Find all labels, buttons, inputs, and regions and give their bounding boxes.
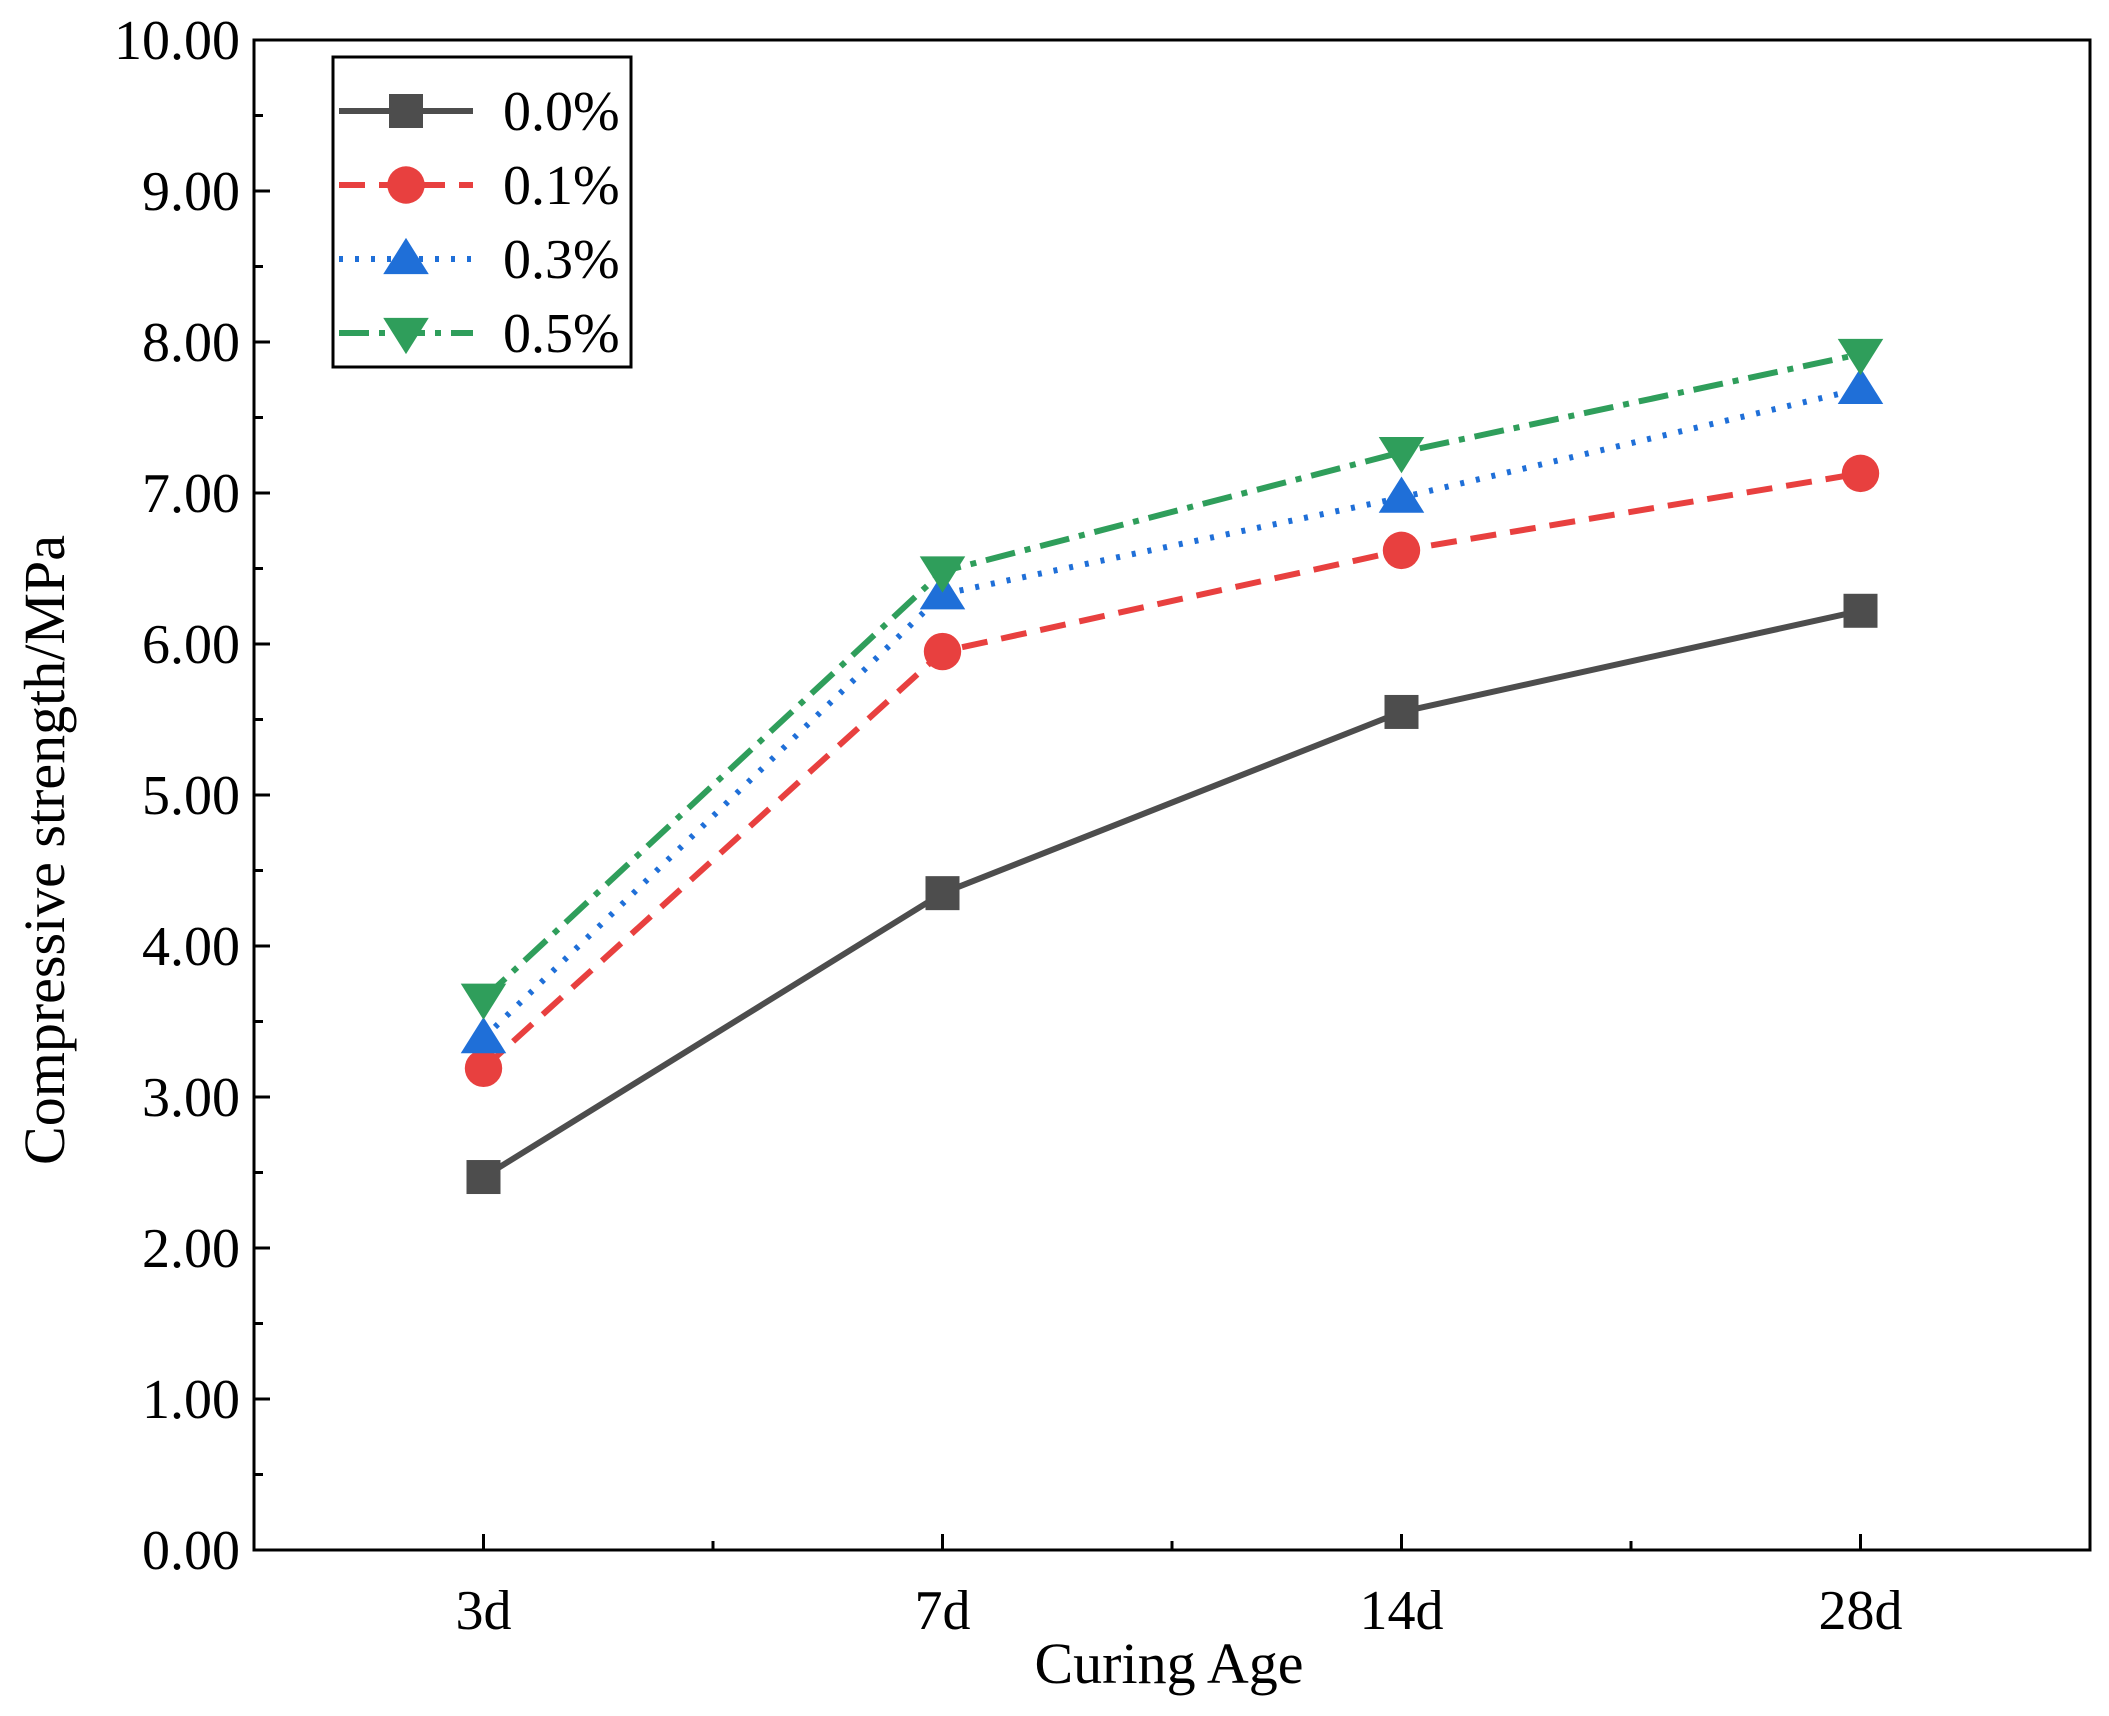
data-point xyxy=(1382,531,1421,570)
y-tick-label: 10.00 xyxy=(114,10,240,72)
y-tick-label: 8.00 xyxy=(142,312,240,374)
legend-label: 0.1% xyxy=(503,155,620,217)
data-point xyxy=(1841,454,1880,493)
x-tick-label: 28d xyxy=(1819,1580,1903,1642)
data-point xyxy=(919,556,966,593)
y-tick-label: 4.00 xyxy=(142,916,240,978)
series-0.0% xyxy=(466,593,1878,1195)
series-0.3% xyxy=(460,367,1884,1054)
legend-label: 0.0% xyxy=(503,81,620,143)
y-tick-label: 5.00 xyxy=(142,765,240,827)
legend-item: 0.0% xyxy=(339,81,620,143)
y-tick-label: 0.00 xyxy=(142,1520,240,1582)
data-point xyxy=(460,1017,507,1054)
data-point xyxy=(464,1049,503,1088)
y-tick-label: 6.00 xyxy=(142,614,240,676)
data-point xyxy=(1837,338,1884,376)
data-point xyxy=(1378,476,1425,513)
series-line xyxy=(481,607,1862,1180)
legend-marker xyxy=(387,166,425,204)
data-point xyxy=(1384,694,1419,729)
x-axis-title: Curing Age xyxy=(1034,1631,1303,1696)
legend-label: 0.3% xyxy=(503,229,620,291)
data-point xyxy=(925,876,960,911)
x-tick-label: 14d xyxy=(1360,1580,1444,1642)
series-line xyxy=(481,470,1861,1071)
series-line xyxy=(481,351,1862,1002)
legend-label: 0.5% xyxy=(503,303,620,365)
data-point xyxy=(460,983,507,1020)
data-point xyxy=(1378,437,1425,474)
legend-marker xyxy=(383,317,429,355)
y-tick-label: 1.00 xyxy=(142,1369,240,1431)
series-0.5% xyxy=(460,338,1884,1020)
y-tick-label: 9.00 xyxy=(142,161,240,223)
x-tick-label: 3d xyxy=(456,1580,512,1642)
data-point xyxy=(1837,367,1884,404)
x-tick-label: 7d xyxy=(915,1580,971,1642)
y-tick-label: 2.00 xyxy=(142,1218,240,1280)
data-point xyxy=(466,1160,501,1195)
legend-marker xyxy=(383,237,429,275)
legend-marker xyxy=(389,94,423,128)
data-point xyxy=(1843,593,1878,628)
y-axis-title: Compressive strength/MPa xyxy=(12,535,77,1165)
legend-item: 0.3% xyxy=(339,229,620,291)
y-tick-label: 3.00 xyxy=(142,1067,240,1129)
series-0.1% xyxy=(464,454,1880,1088)
series-line xyxy=(481,385,1862,1041)
legend-item: 0.5% xyxy=(339,303,620,365)
y-tick-label: 7.00 xyxy=(142,463,240,525)
data-point xyxy=(923,632,962,671)
legend-item: 0.1% xyxy=(339,155,620,217)
